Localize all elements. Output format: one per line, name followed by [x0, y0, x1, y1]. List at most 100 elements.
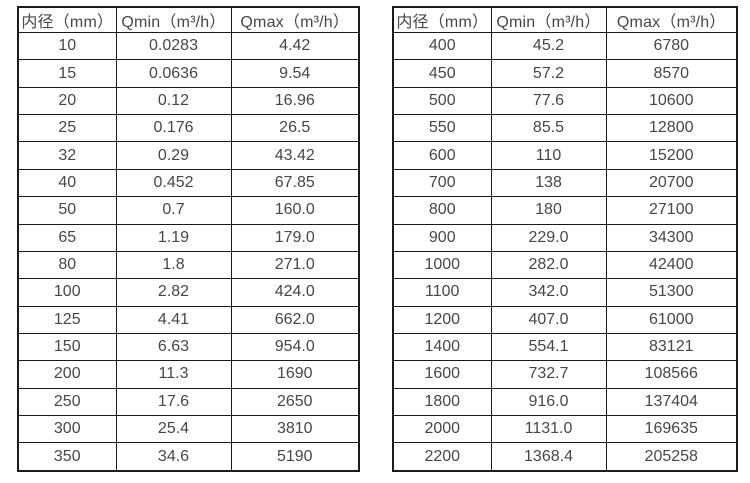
column-header-qmin: Qmin（m³/h） — [115, 6, 232, 33]
table-cell: 4.42 — [230, 31, 360, 61]
table-cell: 138 — [490, 168, 607, 198]
table-cell: 2000 — [392, 415, 492, 444]
column-header-qmax: Qmax（m³/h） — [605, 6, 738, 33]
table-cell: 0.0636 — [115, 59, 232, 88]
table-cell: 65 — [17, 223, 117, 252]
table-row: 1400 554.1 83121 — [392, 332, 738, 362]
column-header-qmin: Qmin（m³/h） — [490, 6, 607, 33]
table-cell: 554.1 — [490, 332, 607, 362]
table-cell: 4.41 — [115, 305, 232, 334]
column-header-qmax: Qmax（m³/h） — [230, 6, 360, 33]
table-cell: 5190 — [230, 442, 360, 472]
table-cell: 20 — [17, 86, 117, 116]
table-cell: 1.8 — [115, 250, 232, 280]
table-cell: 108566 — [605, 360, 738, 389]
table-cell: 51300 — [605, 278, 738, 307]
table-row: 300 25.4 3810 — [17, 415, 360, 444]
table-cell: 17.6 — [115, 387, 232, 417]
table-cell: 271.0 — [230, 250, 360, 280]
table-cell: 3810 — [230, 415, 360, 444]
table-row: 500 77.6 10600 — [392, 86, 738, 116]
table-row: 2000 1131.0 169635 — [392, 415, 738, 444]
table-cell: 1131.0 — [490, 415, 607, 444]
table-cell: 1600 — [392, 360, 492, 389]
table-cell: 1.19 — [115, 223, 232, 252]
table-cell: 500 — [392, 86, 492, 116]
table-row: 900 229.0 34300 — [392, 223, 738, 252]
table-cell: 0.29 — [115, 141, 232, 170]
table-cell: 8570 — [605, 59, 738, 88]
table-cell: 150 — [17, 332, 117, 362]
table-cell: 0.452 — [115, 168, 232, 198]
table-cell: 169635 — [605, 415, 738, 444]
table-cell: 2.82 — [115, 278, 232, 307]
table-cell: 137404 — [605, 387, 738, 417]
table-cell: 300 — [17, 415, 117, 444]
table-cell: 12800 — [605, 114, 738, 143]
table-row: 350 34.6 5190 — [17, 442, 360, 472]
table-cell: 25.4 — [115, 415, 232, 444]
table-cell: 85.5 — [490, 114, 607, 143]
table-cell: 1000 — [392, 250, 492, 280]
table-cell: 0.0283 — [115, 31, 232, 61]
table-cell: 954.0 — [230, 332, 360, 362]
table-cell: 15 — [17, 59, 117, 88]
table-cell: 1200 — [392, 305, 492, 334]
table-row: 15 0.0636 9.54 — [17, 59, 360, 88]
table-cell: 180 — [490, 196, 607, 225]
table-cell: 350 — [17, 442, 117, 472]
table-cell: 34300 — [605, 223, 738, 252]
table-row: 20 0.12 16.96 — [17, 86, 360, 116]
flow-spec-table-large-diameters: 内径（mm） Qmin（m³/h） Qmax（m³/h） 400 45.2 6780… — [392, 6, 738, 472]
table-row: 100 2.82 424.0 — [17, 278, 360, 307]
table-cell: 0.12 — [115, 86, 232, 116]
table-cell: 10600 — [605, 86, 738, 116]
table-row: 250 17.6 2650 — [17, 387, 360, 417]
table-cell: 205258 — [605, 442, 738, 472]
table-cell: 550 — [392, 114, 492, 143]
table-cell: 1800 — [392, 387, 492, 417]
table-row: 40 0.452 67.85 — [17, 168, 360, 198]
table-cell: 100 — [17, 278, 117, 307]
table-row: 1600 732.7 108566 — [392, 360, 738, 389]
table-cell: 57.2 — [490, 59, 607, 88]
table-cell: 179.0 — [230, 223, 360, 252]
table-cell: 400 — [392, 31, 492, 61]
table-cell: 45.2 — [490, 31, 607, 61]
table-cell: 27100 — [605, 196, 738, 225]
table-cell: 200 — [17, 360, 117, 389]
table-row: 400 45.2 6780 — [392, 31, 738, 61]
table-cell: 77.6 — [490, 86, 607, 116]
column-header-inner-diameter: 内径（mm） — [17, 6, 117, 33]
table-cell: 424.0 — [230, 278, 360, 307]
table-cell: 11.3 — [115, 360, 232, 389]
table-cell: 83121 — [605, 332, 738, 362]
table-cell: 42400 — [605, 250, 738, 280]
table-cell: 20700 — [605, 168, 738, 198]
table-cell: 125 — [17, 305, 117, 334]
table-row: 200 11.3 1690 — [17, 360, 360, 389]
table-row: 800 180 27100 — [392, 196, 738, 225]
table-cell: 732.7 — [490, 360, 607, 389]
table-row: 25 0.176 26.5 — [17, 114, 360, 143]
table-cell: 662.0 — [230, 305, 360, 334]
table-cell: 900 — [392, 223, 492, 252]
table-row: 700 138 20700 — [392, 168, 738, 198]
table-cell: 40 — [17, 168, 117, 198]
table-row: 80 1.8 271.0 — [17, 250, 360, 280]
table-cell: 250 — [17, 387, 117, 417]
table-cell: 26.5 — [230, 114, 360, 143]
table-cell: 16.96 — [230, 86, 360, 116]
table-cell: 10 — [17, 31, 117, 61]
table-cell: 0.176 — [115, 114, 232, 143]
table-cell: 50 — [17, 196, 117, 225]
table-cell: 34.6 — [115, 442, 232, 472]
column-header-inner-diameter: 内径（mm） — [392, 6, 492, 33]
table-row: 150 6.63 954.0 — [17, 332, 360, 362]
table-cell: 6780 — [605, 31, 738, 61]
table-cell: 1368.4 — [490, 442, 607, 472]
table-cell: 407.0 — [490, 305, 607, 334]
table-cell: 43.42 — [230, 141, 360, 170]
table-cell: 6.63 — [115, 332, 232, 362]
